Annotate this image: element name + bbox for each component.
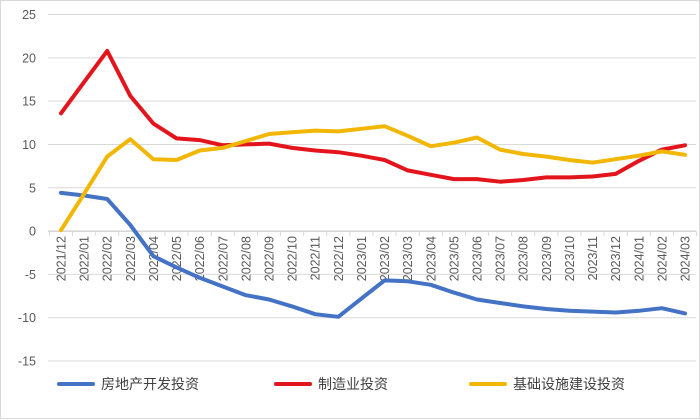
legend: 房地产开发投资 制造业投资 基础设施建设投资 — [59, 376, 625, 393]
y-tick-label: -5 — [25, 268, 36, 282]
x-tick-label: 2022/02 — [101, 236, 115, 281]
x-tick-label: 2023/05 — [447, 236, 461, 281]
x-tick-label: 2022/11 — [309, 236, 323, 280]
x-tick-label: 2021/12 — [55, 236, 69, 281]
x-tick-label: 2023/07 — [494, 236, 508, 281]
x-tick-label: 2022/01 — [78, 236, 92, 281]
x-tick-label: 2022/03 — [124, 236, 138, 281]
legend-label: 房地产开发投资 — [101, 377, 199, 393]
y-axis-ticks: 25 20 15 10 5 0 -5 -10 -15 — [18, 8, 36, 369]
x-tick-label: 2024/02 — [655, 236, 669, 281]
y-tick-label: 0 — [29, 225, 36, 239]
gridlines — [48, 15, 696, 362]
x-tick-label: 2023/12 — [609, 236, 623, 281]
x-tick-label: 2024/01 — [632, 236, 646, 281]
y-tick-label: 25 — [22, 8, 36, 22]
y-tick-label: -15 — [18, 355, 36, 369]
legend-item: 制造业投资 — [276, 377, 388, 393]
x-tick-label: 2022/10 — [286, 236, 300, 281]
y-tick-label: 5 — [29, 181, 36, 195]
x-tick-label: 2023/02 — [378, 236, 392, 281]
y-tick-label: 15 — [22, 95, 36, 109]
y-tick-label: 20 — [22, 51, 36, 65]
y-tick-label: 10 — [22, 138, 36, 152]
y-tick-label: -10 — [18, 311, 36, 325]
x-tick-label: 2023/11 — [586, 236, 600, 280]
x-tick-label: 2023/04 — [424, 236, 438, 281]
x-tick-label: 2023/03 — [401, 236, 415, 281]
x-tick-label: 2024/03 — [679, 236, 693, 281]
x-tick-label: 2023/09 — [540, 236, 554, 281]
x-tick-label: 2022/07 — [216, 236, 230, 281]
x-tick-label: 2023/01 — [355, 236, 369, 281]
x-tick-label: 2022/12 — [332, 236, 346, 281]
legend-label: 基础设施建设投资 — [513, 376, 625, 393]
legend-item: 基础设施建设投资 — [471, 376, 625, 393]
legend-item: 房地产开发投资 — [59, 377, 199, 393]
x-tick-label: 2022/09 — [263, 236, 277, 281]
x-tick-label: 2022/05 — [170, 236, 184, 281]
x-tick-label: 2023/08 — [517, 236, 531, 281]
x-tick-label: 2023/06 — [471, 236, 485, 281]
x-tick-label: 2022/08 — [239, 236, 253, 281]
x-tick-label: 2023/10 — [563, 236, 577, 281]
legend-label: 制造业投资 — [318, 377, 388, 393]
